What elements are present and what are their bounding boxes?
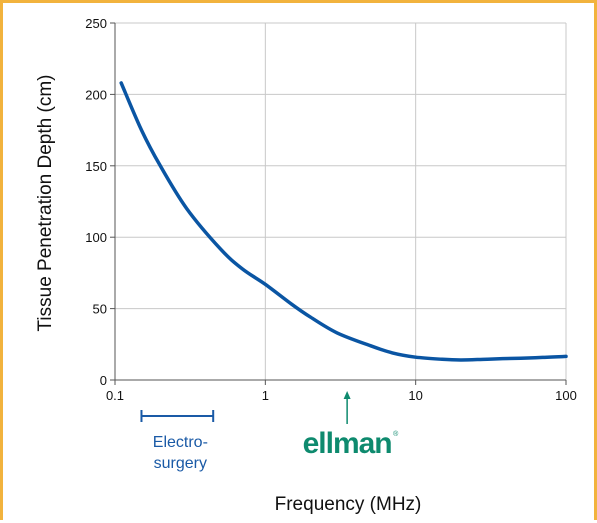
x-axis-label: Frequency (MHz) xyxy=(275,494,422,515)
grid-lines xyxy=(115,22,567,380)
y-tick-label-50: 50 xyxy=(93,302,107,317)
electrosurgery-label-line1: Electro- xyxy=(153,434,208,451)
y-tick-label-200: 200 xyxy=(85,87,107,102)
y-tick-label-100: 100 xyxy=(85,230,107,245)
ellman-arrow-head xyxy=(343,391,351,399)
ellman-registered-mark: ® xyxy=(393,430,399,438)
ellman-annotation: ellman ® xyxy=(303,391,399,460)
x-tick-label-1: 1 xyxy=(262,388,269,403)
ellman-logo: ellman xyxy=(303,427,392,460)
electrosurgery-annotation: Electro- surgery xyxy=(140,410,215,472)
y-tick-label-150: 150 xyxy=(85,159,107,174)
electrosurgery-label-line2: surgery xyxy=(154,455,207,472)
x-tick-label-0.1: 0.1 xyxy=(106,388,124,403)
y-tick-label-250: 250 xyxy=(85,16,107,31)
penetration-depth-curve xyxy=(119,81,568,362)
tick-labels: 0 50 100 150 200 250 0.1 1 10 100 xyxy=(85,16,577,403)
y-axis-label: Tissue Penetration Depth (cm) xyxy=(35,75,56,332)
axes xyxy=(110,22,567,385)
penetration-depth-chart: 0 50 100 150 200 250 0.1 1 10 100 Tissue Penetrat… xyxy=(35,16,577,515)
x-tick-label-100: 100 xyxy=(555,388,577,403)
x-tick-label-10: 10 xyxy=(408,388,422,403)
y-tick-label-0: 0 xyxy=(100,373,107,388)
